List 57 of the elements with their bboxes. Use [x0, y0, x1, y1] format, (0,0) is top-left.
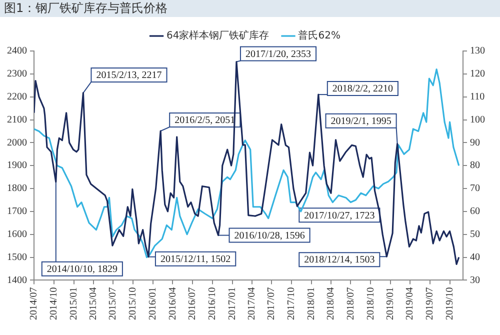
annotation: 2015/12/11, 1502 [160, 254, 231, 265]
x-tick-label: 2016/01 [148, 287, 159, 320]
y2-tick-label: 50 [470, 229, 480, 240]
x-tick-label: 2018/04 [326, 287, 337, 320]
y-tick-label: 1400 [7, 274, 27, 286]
y-tick-label: 1500 [7, 252, 27, 263]
y-tick-label: 2100 [7, 114, 27, 126]
y-tick-label: 2000 [7, 137, 27, 148]
y2-tick-label: 30 [470, 274, 480, 286]
annotation: 2018/12/14, 1503 [304, 254, 375, 266]
y2-tick-label: 60 [470, 206, 480, 218]
y-tick-label: 1900 [7, 160, 27, 172]
x-tick-label: 2019/04 [404, 287, 416, 320]
chart-title: 图1：钢厂铁矿库存与普氏价格 [0, 0, 500, 17]
annotation: 2017/1/20, 2353 [245, 48, 312, 60]
x-tick-label: 2017/01 [226, 287, 238, 320]
annotation: 2018/2/2, 2210 [332, 84, 393, 95]
x-tick-label: 2016/04 [167, 287, 178, 320]
x-tick-label: 2015/10 [128, 287, 139, 320]
x-tick-label: 2018/10 [365, 287, 376, 320]
x-tick-label: 2016/07 [187, 287, 198, 320]
x-tick-label: 2014/07 [28, 287, 40, 320]
annotation: 2015/2/13, 2217 [96, 70, 162, 82]
y2-tick-label: 80 [470, 160, 480, 172]
y2-tick-label: 100 [470, 114, 485, 126]
legend-label: 普氏62% [298, 30, 340, 42]
y-tick-label: 2300 [7, 68, 27, 80]
x-tick-label: 2018/01 [306, 287, 318, 320]
y2-tick-label: 70 [470, 183, 480, 194]
y2-tick-label: 90 [470, 137, 480, 148]
y-tick-label: 2400 [7, 46, 27, 57]
y-tick-label: 1700 [7, 206, 27, 218]
x-tick-label: 2019/07 [424, 287, 436, 320]
x-tick-label: 2016/10 [207, 287, 218, 320]
x-tick-label: 2019/01 [385, 287, 396, 320]
y2-tick-label: 110 [470, 91, 485, 102]
x-tick-label: 2017/07 [266, 287, 278, 320]
x-tick-label: 2015/04 [88, 287, 100, 320]
y-tick-label: 1800 [7, 183, 27, 194]
x-tick-label: 2015/01 [68, 287, 80, 320]
annotation: 2014/10/10, 1829 [46, 264, 118, 276]
y2-tick-label: 130 [470, 46, 485, 57]
y2-tick-label: 120 [470, 68, 485, 80]
annotation: 2016/10/28, 1596 [234, 230, 305, 242]
x-tick-label: 2017/04 [246, 287, 258, 320]
x-tick-label: 2014/10 [48, 287, 60, 320]
y-tick-label: 2200 [7, 91, 27, 102]
y-tick-label: 1600 [7, 229, 27, 240]
x-tick-label: 2015/07 [108, 287, 119, 320]
y2-tick-label: 40 [470, 252, 480, 263]
annotation: 2016/2/5, 2051 [174, 115, 236, 126]
annotation: 2017/10/27, 1723 [304, 210, 375, 222]
x-tick-label: 2019/10 [444, 287, 456, 320]
x-tick-label: 2017/10 [286, 287, 298, 320]
x-tick-label: 2018/07 [345, 287, 356, 320]
annotation: 2019/2/1, 1995 [330, 116, 392, 127]
legend-label: 64家样本钢厂铁矿库存 [166, 30, 270, 42]
